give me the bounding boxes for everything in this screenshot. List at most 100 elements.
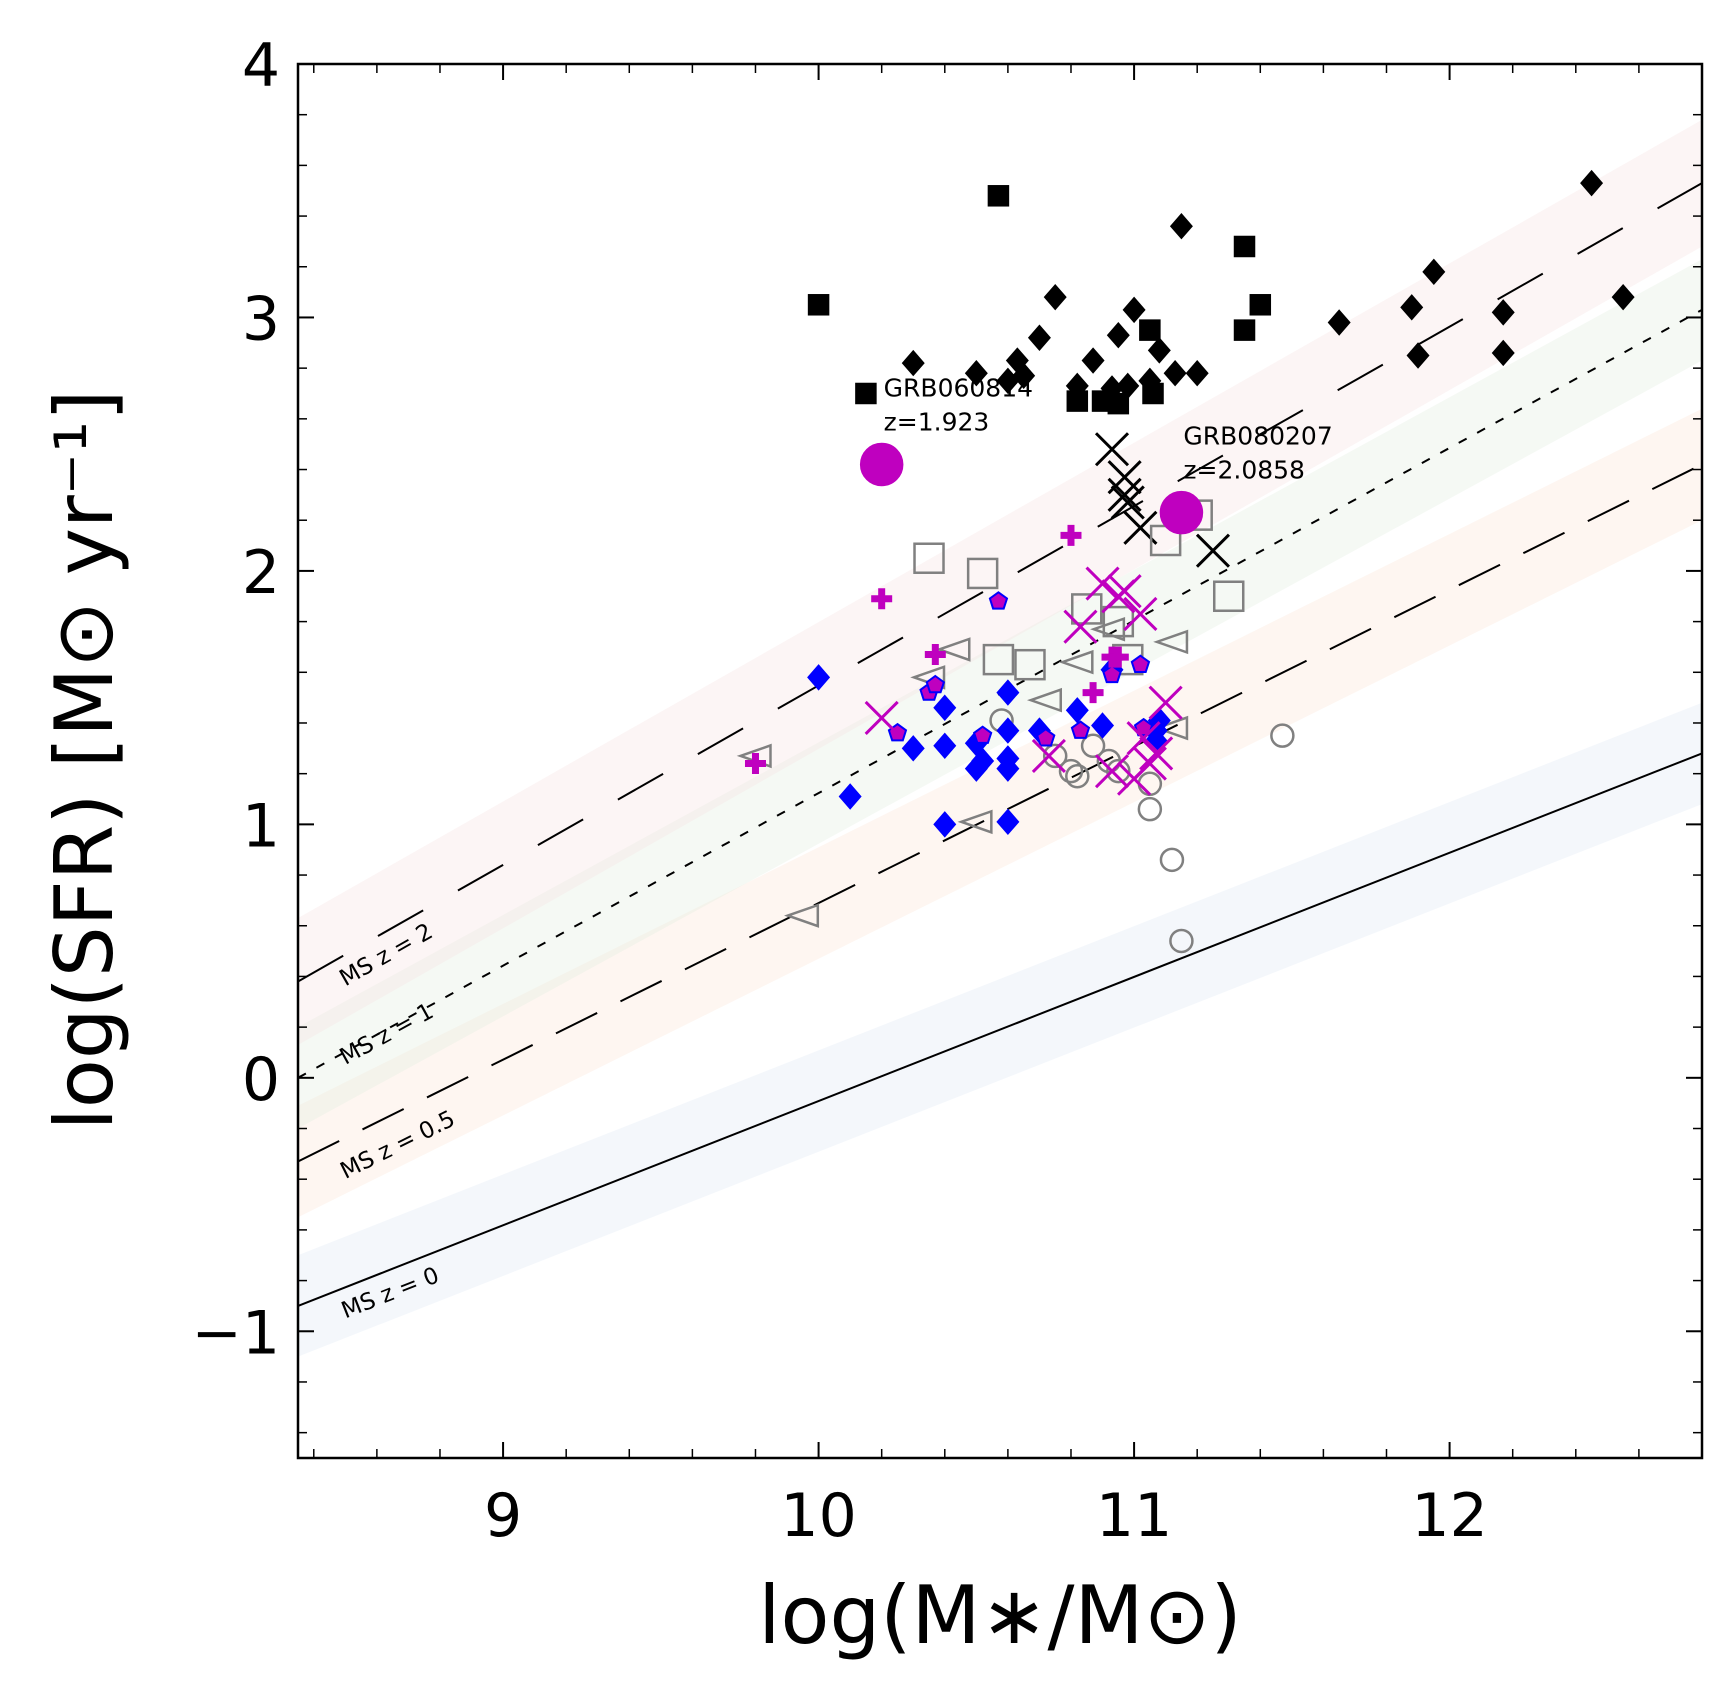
black-diamonds-point-7 [1065, 372, 1089, 400]
gray-open-triangles-point-3 [935, 637, 971, 662]
blue-diamonds-point-4 [933, 732, 957, 760]
x-axis-title: log(M∗/M⊙) [758, 1569, 1241, 1662]
gray-open-circles-point-4 [1080, 733, 1106, 759]
ms-line-0 [298, 752, 1702, 1307]
black-diamonds-point-0 [901, 349, 925, 377]
magenta-crosses-point-10 [1132, 746, 1167, 781]
blue-diamonds-point-12 [996, 755, 1020, 782]
gray-open-triangles-point-6 [1058, 649, 1094, 675]
blue-diamonds-point-15 [1065, 697, 1089, 724]
y-tick-label-0: −1 [192, 1298, 280, 1368]
black-diamonds-point-16 [1169, 212, 1193, 240]
blue-diamonds-point-0 [807, 664, 831, 691]
gray-open-squares-point-4 [1071, 593, 1103, 625]
black-squares-point-1 [855, 382, 877, 405]
x-tick-label-1: 10 [780, 1481, 856, 1551]
black-diamonds-point-14 [1147, 337, 1171, 364]
black-diamonds-point-23 [1491, 339, 1515, 367]
gray-open-circles-point-1 [1042, 743, 1068, 769]
black-crosses-point-3 [1110, 485, 1145, 520]
y-tick-label-4: 3 [242, 284, 280, 354]
data-points [736, 169, 1635, 954]
blue-diamonds-point-2 [901, 735, 925, 762]
black-diamonds-point-19 [1400, 294, 1424, 321]
magenta-plus-point-4 [1082, 682, 1104, 704]
gray-open-triangles-point-5 [1026, 687, 1062, 713]
magenta-plus-point-6 [1107, 646, 1129, 668]
blue-diamonds-point-13 [996, 808, 1020, 836]
x-tick-label-3: 12 [1411, 1481, 1487, 1551]
magenta-crosses-point-11 [1139, 736, 1174, 771]
black-diamonds-point-1 [964, 359, 988, 387]
black-squares-point-8 [1233, 235, 1256, 258]
black-crosses-point-0 [1094, 432, 1130, 467]
grb-hosts-point-0 [859, 442, 904, 487]
ms-band-3 [298, 119, 1702, 1045]
magenta-pentagons-blue-edge--point-8 [1130, 654, 1151, 673]
black-diamonds-point-17 [1185, 359, 1209, 387]
gray-open-circles-point-8 [1137, 796, 1163, 822]
gray-open-circles-point-2 [1058, 758, 1084, 784]
magenta-crosses-point-12 [1148, 685, 1183, 720]
grb-annotation-1-line-0: GRB080207 [1183, 422, 1332, 451]
magenta-pentagons-blue-edge--point-3 [972, 725, 993, 744]
magenta-pentagons-blue-edge--point-9 [1133, 717, 1154, 737]
magenta-crosses-point-3 [1085, 566, 1120, 601]
gray-open-circles-point-6 [1106, 758, 1131, 784]
gray-open-triangles-point-1 [784, 903, 820, 928]
magenta-crosses-point-2 [1063, 609, 1098, 644]
magenta-plus-point-3 [1060, 524, 1082, 546]
gray-open-triangles-point-8 [1153, 629, 1189, 655]
magenta-crosses-point-4 [1094, 754, 1130, 789]
plot-frame [296, 62, 1704, 1460]
magenta-pentagons-blue-edge--point-7 [1102, 664, 1122, 684]
y-tick-label-5: 4 [242, 31, 280, 101]
black-squares-point-0 [807, 294, 830, 316]
gray-open-squares-point-9 [1212, 580, 1245, 613]
ms-line-1 [298, 463, 1702, 1163]
gray-open-circles-point-3 [1065, 763, 1090, 789]
black-diamonds-point-4 [1012, 362, 1036, 389]
blue-diamonds-point-16 [1091, 712, 1115, 739]
y-tick-label-3: 2 [242, 538, 280, 608]
magenta-crosses-point-8 [1123, 596, 1158, 632]
magenta-pentagons-blue-edge--point-6 [1070, 720, 1091, 739]
black-diamonds-point-8 [1081, 347, 1105, 374]
black-crosses-point-5 [1195, 533, 1231, 568]
grb-annotations: GRB060814 z=1.923 GRB080207 z=2.0858 [884, 373, 1333, 484]
grb-annotation-0-line-1: z=1.923 [884, 407, 990, 436]
y-tick-labels: −1 0 1 2 3 4 [192, 31, 280, 1368]
black-diamonds-point-21 [1422, 258, 1446, 286]
ms-bands [298, 119, 1702, 1357]
blue-diamonds-point-3 [933, 694, 957, 721]
axis-ticks [298, 63, 1703, 1458]
magenta-crosses-point-0 [864, 700, 899, 735]
black-diamonds-point-18 [1327, 309, 1351, 336]
gray-open-circles-point-10 [1169, 928, 1194, 954]
gray-open-circles-point-11 [1270, 723, 1295, 748]
black-squares-point-10 [1233, 319, 1256, 341]
grb-hosts-point-1 [1159, 490, 1204, 535]
y-axis-title: log(SFR) [M⊙ yr⁻¹] [38, 390, 131, 1131]
y-tick-label-1: 0 [242, 1045, 280, 1115]
black-diamonds-point-25 [1611, 283, 1635, 311]
ms-band-1 [298, 408, 1702, 1218]
black-squares-point-6 [1139, 319, 1161, 341]
gray-open-squares-point-1 [966, 557, 999, 590]
black-diamonds-point-5 [1027, 324, 1051, 351]
blue-diamonds-point-9 [996, 679, 1020, 706]
black-squares-point-9 [1249, 294, 1272, 316]
magenta-crosses-point-6 [1107, 574, 1142, 609]
magenta-plus-point-2 [924, 644, 946, 666]
black-diamonds-point-15 [1163, 359, 1187, 387]
blue-diamonds-point-1 [838, 783, 862, 810]
black-squares-point-2 [987, 185, 1010, 207]
gray-open-circles-point-9 [1159, 847, 1185, 873]
gray-open-squares-point-3 [1014, 648, 1046, 681]
blue-diamonds-point-5 [933, 811, 957, 838]
black-diamonds-point-6 [1043, 283, 1067, 311]
black-diamonds-point-11 [1116, 372, 1140, 400]
black-diamonds-point-12 [1122, 296, 1146, 324]
gray-open-triangles-point-4 [957, 809, 993, 835]
